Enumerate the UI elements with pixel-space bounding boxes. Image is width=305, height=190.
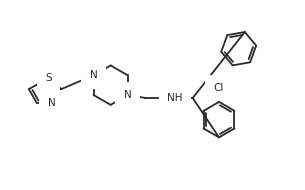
Text: N: N	[124, 90, 131, 100]
Text: S: S	[45, 73, 52, 83]
Text: Cl: Cl	[214, 83, 224, 93]
Text: N: N	[90, 70, 97, 80]
Text: NH: NH	[167, 93, 183, 103]
Text: N: N	[48, 98, 56, 108]
